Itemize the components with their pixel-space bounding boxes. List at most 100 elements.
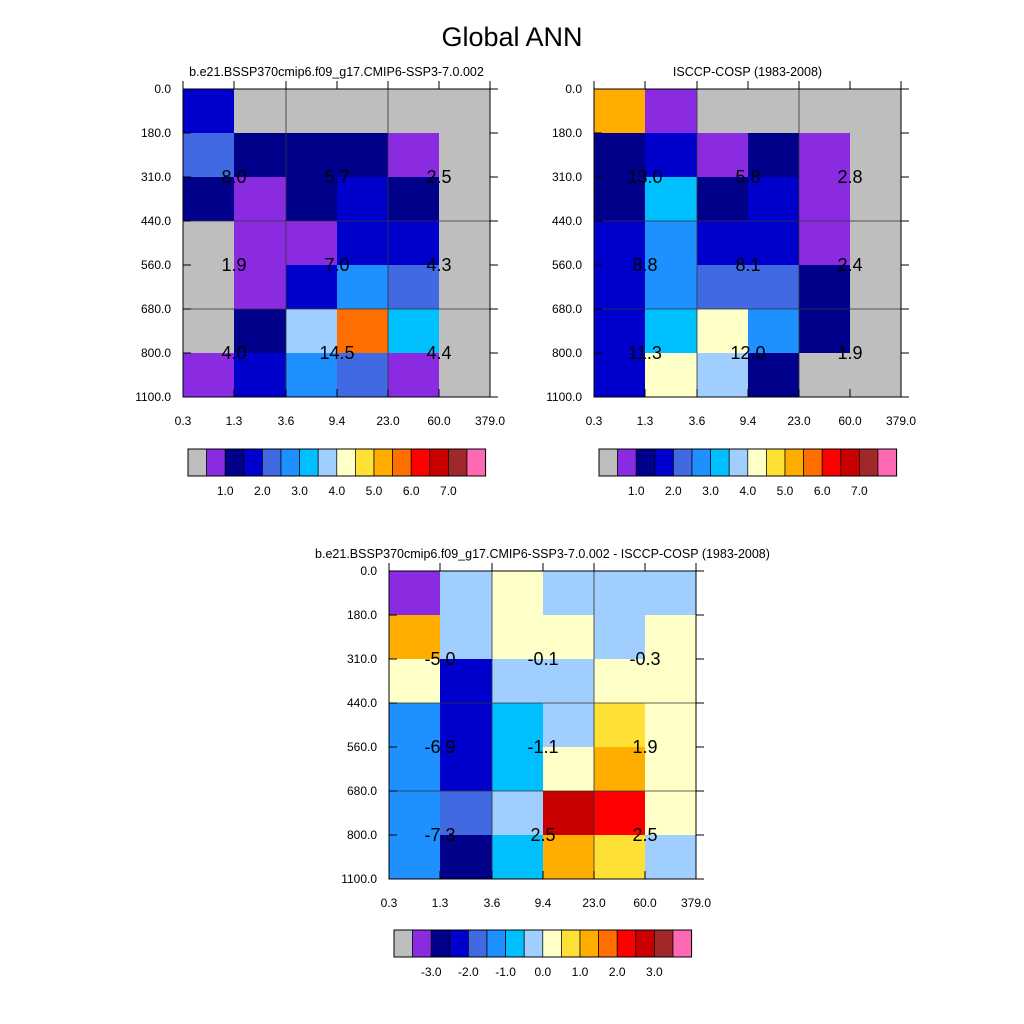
heatmap-cell: [492, 747, 543, 791]
legend-swatch: [673, 448, 693, 477]
heatmap-cell: [439, 133, 490, 177]
cell-value-label: 5.8: [735, 167, 760, 187]
heatmap-cell: [645, 659, 696, 703]
heatmap-cell: [645, 177, 697, 221]
x-tick-label: 0.3: [586, 414, 603, 428]
legend-frame: [187, 448, 487, 477]
heatmap-cell: [594, 747, 645, 791]
legend-swatch: [430, 929, 451, 958]
y-tick-label: 1100.0: [135, 390, 171, 404]
legend-label: 4.0: [739, 484, 756, 498]
heatmap-cell: [286, 353, 337, 397]
heatmap-panel-3: b.e21.BSSP370cmip6.f09_g17.CMIP6-SSP3-7.…: [315, 547, 770, 979]
cell-value-label: 2.4: [837, 255, 862, 275]
legend-frame: [393, 929, 693, 958]
heatmap-panel-2: ISCCP-COSP (1983-2008) 0.0 180.0 310.0 440.0…: [546, 65, 916, 498]
heatmap-cell: [234, 221, 286, 265]
legend-label: 5.0: [777, 484, 794, 498]
heatmap-cell: [748, 133, 799, 177]
heatmap-cell: [799, 353, 850, 397]
x-tick-label: 379.0: [681, 896, 711, 910]
heatmap-cell: [799, 265, 850, 309]
y-tick-label: 440.0: [141, 214, 171, 228]
heatmap-cell: [492, 835, 543, 879]
heatmap-cell: [439, 89, 490, 133]
heatmap-cell: [594, 703, 645, 747]
legend-swatch: [859, 448, 879, 477]
y-tick-label: 310.0: [552, 170, 582, 184]
heatmap-cell: [234, 89, 286, 133]
heatmap-cell: [645, 309, 697, 353]
heatmap-cell: [697, 177, 748, 221]
legend-swatch: [616, 929, 637, 958]
legend-label: -1.0: [495, 965, 516, 979]
y-tick-label: 800.0: [347, 828, 377, 842]
y-tick-label: 0.0: [565, 82, 582, 96]
y-tick-label: 440.0: [552, 214, 582, 228]
heatmap-cell: [543, 835, 594, 879]
legend-swatch: [523, 929, 544, 958]
heatmap-cell: [440, 659, 492, 703]
x-tick-label: 3.6: [484, 896, 501, 910]
y-tick-label: 560.0: [141, 258, 171, 272]
x-tick-label: 9.4: [740, 414, 757, 428]
heatmap-cell: [286, 133, 337, 177]
cell-value-label: 8.1: [735, 255, 760, 275]
heatmap-cell: [388, 265, 439, 309]
legend-swatch: [821, 448, 842, 477]
cell-value-label: 1.9: [221, 255, 246, 275]
heatmap-cell: [594, 353, 645, 397]
legend-label: 3.0: [291, 484, 308, 498]
y-tick-label: 800.0: [141, 346, 171, 360]
legend-swatch: [542, 929, 562, 958]
legend-label: 3.0: [702, 484, 719, 498]
x-tick-label: 0.3: [381, 896, 398, 910]
x-tick-label: 1.3: [226, 414, 243, 428]
legend-swatch: [299, 448, 319, 477]
legend-swatch: [206, 448, 226, 477]
legend-swatch: [243, 448, 263, 477]
y-tick-label: 680.0: [347, 784, 377, 798]
figure-title: Global ANN: [441, 22, 582, 52]
heatmap-cell: [850, 89, 901, 133]
heatmap-cell: [799, 133, 850, 177]
cell-value-label: 13.0: [627, 167, 662, 187]
cell-value-label: -6.9: [424, 737, 455, 757]
heatmap-cell: [183, 309, 234, 353]
heatmap-cell: [697, 353, 748, 397]
y-tick-label: 310.0: [141, 170, 171, 184]
legend-swatch: [392, 448, 412, 477]
legend-swatch: [635, 929, 655, 958]
panel-title: ISCCP-COSP (1983-2008): [673, 65, 822, 79]
heatmap-cell: [183, 353, 234, 397]
x-tick-label: 23.0: [787, 414, 811, 428]
legend-label: 0.0: [534, 965, 551, 979]
heatmap-cell: [850, 177, 901, 221]
heatmap-cell: [543, 615, 594, 659]
y-tick-label: 180.0: [347, 608, 377, 622]
cell-value-label: 2.5: [530, 825, 555, 845]
y-tick-label: 180.0: [552, 126, 582, 140]
heatmap-cell: [439, 221, 490, 265]
heatmap-cell: [594, 177, 645, 221]
heatmap-cell: [697, 309, 748, 353]
legend-swatch: [672, 929, 692, 958]
heatmap-cell: [389, 835, 440, 879]
heatmap-cell: [440, 835, 492, 879]
cell-value-label: -5.0: [424, 649, 455, 669]
y-tick-label: 310.0: [347, 652, 377, 666]
heatmap-cell: [286, 265, 337, 309]
panel-title: b.e21.BSSP370cmip6.f09_g17.CMIP6-SSP3-7.…: [315, 547, 770, 561]
heatmap-cell: [594, 89, 645, 133]
legend-label: 7.0: [440, 484, 457, 498]
heatmap-cell: [389, 659, 440, 703]
cell-value-label: 2.5: [632, 825, 657, 845]
heatmap-cell: [645, 221, 697, 265]
heatmap-cell: [183, 177, 234, 221]
heatmap-cell: [492, 615, 543, 659]
legend-swatch: [766, 448, 786, 477]
cell-value-label: 7.0: [324, 255, 349, 275]
legend-swatch: [561, 929, 581, 958]
y-tick-label: 560.0: [552, 258, 582, 272]
